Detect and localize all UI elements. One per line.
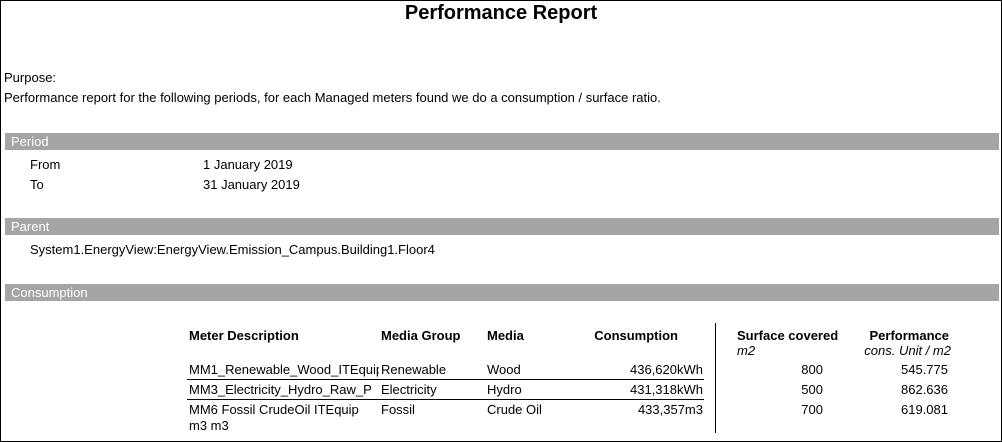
column-header: Performance <box>841 328 949 343</box>
period-label: To <box>30 177 44 192</box>
consumption-value: 433,357m3 <box>561 402 703 417</box>
column-header: Meter Description <box>189 328 299 343</box>
performance-value: 545.775 <box>841 362 948 377</box>
section-bar: Consumption <box>5 284 999 301</box>
performance-value: 862.636 <box>841 382 948 397</box>
section-bar: Parent <box>5 218 999 235</box>
media: Crude Oil <box>487 402 542 417</box>
row-rule <box>187 379 704 380</box>
purpose-label: Purpose: <box>4 70 56 85</box>
period-label: From <box>30 157 60 172</box>
purpose-text: Performance report for the following per… <box>4 90 661 105</box>
parent-path: System1.EnergyView:EnergyView.Emission_C… <box>30 242 435 257</box>
column-divider <box>715 323 716 433</box>
report-title: Performance Report <box>1 2 1001 25</box>
performance-value: 619.081 <box>841 402 948 417</box>
column-header: Surface covered <box>737 328 838 343</box>
section-bar: Period <box>5 133 999 150</box>
period-value: 1 January 2019 <box>203 157 293 172</box>
meter-description: MM1_Renewable_Wood_ITEquip <box>189 362 379 378</box>
column-unit: cons. Unit / m2 <box>821 343 951 358</box>
media: Wood <box>487 362 521 377</box>
media-group: Renewable <box>381 362 446 377</box>
column-header: Media Group <box>381 328 460 343</box>
row-rule <box>187 399 704 400</box>
surface-value: 700 <box>731 402 823 417</box>
consumption-value: 436,620kWh <box>561 362 703 377</box>
media-group: Electricity <box>381 382 437 397</box>
surface-value: 500 <box>731 382 823 397</box>
consumption-value: 431,318kWh <box>561 382 703 397</box>
surface-value: 800 <box>731 362 823 377</box>
column-header: Media <box>487 328 524 343</box>
period-value: 31 January 2019 <box>203 177 300 192</box>
media-group: Fossil <box>381 402 415 417</box>
meter-description: MM3_Electricity_Hydro_Raw_P <box>189 382 379 398</box>
media: Hydro <box>487 382 522 397</box>
column-unit: m2 <box>737 343 755 358</box>
meter-description: MM6 Fossil CrudeOil ITEquip m3 m3 <box>189 402 379 434</box>
column-header: Consumption <box>561 328 678 343</box>
